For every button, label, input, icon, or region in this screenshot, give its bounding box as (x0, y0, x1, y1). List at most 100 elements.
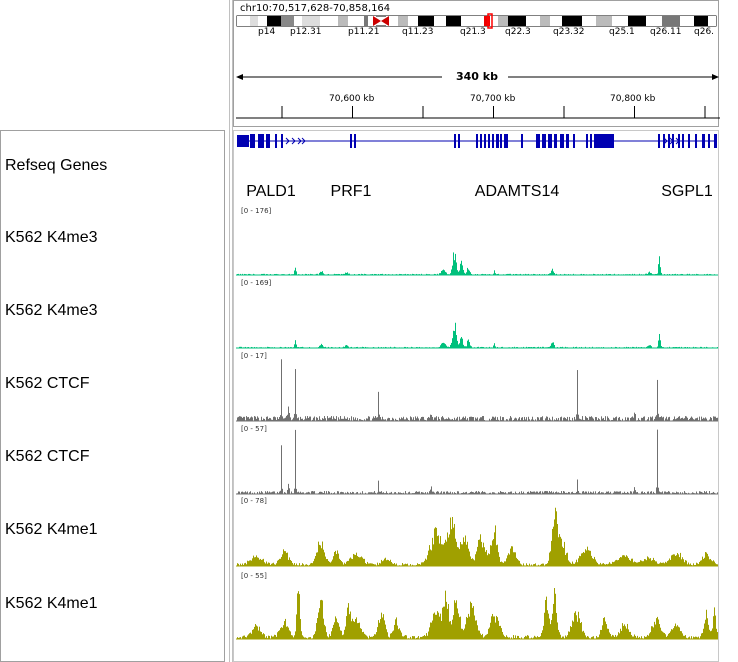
signal-bar (513, 552, 514, 566)
signal-bar (360, 419, 361, 421)
signal-bar (422, 492, 423, 494)
signal-bar (641, 491, 642, 494)
signal-bar (400, 492, 401, 494)
signal-bar (658, 563, 659, 566)
signal-bar (426, 273, 427, 275)
signal-bar (343, 564, 344, 566)
gene-label-pald1[interactable]: PALD1 (246, 183, 296, 200)
signal-bar (546, 347, 547, 348)
signal-bar (522, 417, 523, 421)
signal-bar (647, 491, 648, 494)
signal-bar (347, 417, 348, 421)
signal-bar (406, 493, 407, 494)
signal-bar (480, 347, 481, 348)
signal-bar (334, 492, 335, 494)
signal-bar (388, 417, 389, 421)
signal-track-k4me1-b[interactable] (236, 569, 718, 641)
signal-bar (414, 636, 415, 639)
exon (548, 134, 552, 148)
signal-bar (695, 418, 696, 421)
signal-bar (599, 634, 600, 639)
signal-track-ctcf-a[interactable] (236, 351, 718, 423)
signal-bar (608, 347, 609, 348)
signal-bar (366, 635, 367, 639)
signal-bar (251, 560, 252, 566)
signal-bar (584, 632, 585, 639)
signal-bar (565, 635, 566, 639)
signal-bar (431, 622, 432, 639)
signal-bar (420, 636, 421, 639)
signal-bar (291, 274, 292, 275)
signal-bar (239, 416, 240, 421)
signal-bar (270, 418, 271, 421)
signal-bar (529, 347, 530, 348)
signal-bar (694, 637, 695, 639)
signal-track-ctcf-b[interactable] (236, 424, 718, 496)
signal-bar (426, 347, 427, 348)
signal-bar (593, 636, 594, 639)
signal-bar (316, 623, 317, 639)
signal-bar (344, 416, 345, 421)
track-name-ctcf-a[interactable]: K562 CTCF (5, 375, 90, 392)
signal-bar (513, 493, 514, 494)
signal-bar (584, 552, 585, 566)
signal-bar (593, 558, 594, 566)
signal-bar (405, 273, 406, 275)
signal-bar (485, 492, 486, 494)
signal-bar (403, 274, 404, 275)
signal-bar (245, 420, 246, 421)
signal-bar (621, 630, 622, 639)
signal-bar (659, 563, 660, 566)
signal-track-k4me3-a[interactable] (236, 205, 718, 277)
ideogram-band (490, 16, 498, 26)
panel-divider[interactable] (229, 0, 233, 662)
signal-bar (337, 274, 338, 275)
signal-bar (397, 625, 398, 639)
signal-bar (443, 269, 444, 275)
signal-bar (446, 345, 447, 348)
signal-bar (396, 493, 397, 494)
track-name-k4me1-a[interactable]: K562 K4me1 (5, 521, 98, 538)
signal-track-k4me1-a[interactable] (236, 496, 718, 568)
gene-label-sgpl1[interactable]: SGPL1 (661, 183, 713, 200)
signal-bar (374, 347, 375, 348)
signal-bar (327, 416, 328, 421)
chromosome-ideogram[interactable] (236, 13, 718, 40)
ideogram-band (550, 16, 562, 26)
gene-label-prf1[interactable]: PRF1 (330, 183, 372, 200)
range-label-ctcf-a: [0 - 17] (241, 352, 267, 360)
track-name-k4me3-a[interactable]: K562 K4me3 (5, 229, 98, 246)
signal-bar (419, 420, 420, 421)
signal-bar (343, 273, 344, 275)
range-label-k4me1-a: [0 - 78] (241, 497, 267, 505)
signal-bar (540, 491, 541, 494)
signal-bar (661, 562, 662, 566)
signal-bar (434, 492, 435, 494)
signal-bar (624, 555, 625, 566)
signal-bar (580, 622, 581, 639)
signal-bar (428, 631, 429, 639)
signal-bar (433, 491, 434, 494)
signal-bar (412, 347, 413, 348)
signal-bar (336, 274, 337, 275)
signal-bar (518, 560, 519, 566)
track-name-refseq[interactable]: Refseq Genes (5, 157, 108, 174)
ideogram-band (364, 16, 368, 26)
refseq-gene-track[interactable] (236, 131, 720, 153)
signal-bar (509, 418, 510, 421)
track-name-k4me1-b[interactable]: K562 K4me1 (5, 595, 98, 612)
signal-bar (406, 564, 407, 566)
signal-bar (328, 560, 329, 566)
signal-bar (405, 491, 406, 494)
track-name-ctcf-b[interactable]: K562 CTCF (5, 448, 90, 465)
signal-bars (236, 322, 718, 349)
signal-track-k4me3-b[interactable] (236, 278, 718, 350)
signal-bar (611, 563, 612, 566)
signal-bar (495, 346, 496, 348)
gene-label-adamts14[interactable]: ADAMTS14 (474, 183, 560, 200)
signal-bar (301, 418, 302, 421)
signal-bar (517, 635, 518, 639)
track-name-k4me3-b[interactable]: K562 K4me3 (5, 302, 98, 319)
signal-bar (525, 635, 526, 639)
signal-bar (541, 274, 542, 275)
